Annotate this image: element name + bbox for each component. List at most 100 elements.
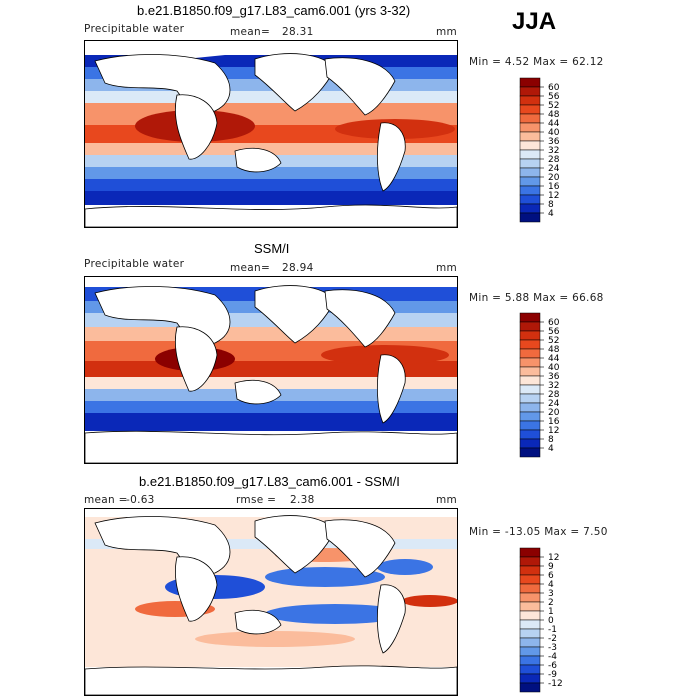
colorbar-box (519, 547, 541, 558)
colorbar-tick-label: 9 (548, 562, 554, 572)
colorbar-box (519, 610, 541, 621)
colorbar-box (519, 583, 541, 594)
colorbar-box (519, 357, 541, 368)
colorbar-tick-label: 20 (548, 173, 560, 183)
colorbar-box (519, 420, 541, 431)
colorbar-box (519, 339, 541, 350)
colorbar-tick-label: 0 (548, 616, 554, 626)
colorbar-tick-label: 40 (548, 128, 560, 138)
colorbar-box (519, 628, 541, 639)
colorbar-tick-label: 24 (548, 164, 560, 174)
colorbar-tick-label: 28 (548, 390, 560, 400)
colorbar-box (519, 104, 541, 115)
colorbar-tick-label: -6 (548, 661, 557, 671)
panel-2-mean-value: 28.94 (282, 262, 314, 274)
panel-1-mean-value: 28.31 (282, 26, 314, 38)
panel-1-mean-label: mean= (230, 26, 271, 38)
season-label: JJA (512, 8, 557, 35)
colorbar-tick-label: 8 (548, 200, 554, 210)
panel-3-rmse-label: rmse = (236, 494, 277, 506)
panel-2-minmax: Min = 5.88 Max = 66.68 (469, 292, 604, 304)
colorbar-box (519, 574, 541, 585)
panel-3-title: b.e21.B1850.f09_g17.L83_cam6.001 - SSM/I (139, 474, 400, 489)
colorbar-box (519, 176, 541, 187)
colorbar-box (519, 664, 541, 675)
colorbar-tick-label: 2 (548, 598, 554, 608)
colorbar-box (519, 122, 541, 133)
panel-2-variable-label: Precipitable water (84, 258, 185, 270)
colorbar-tick-label: 24 (548, 399, 560, 409)
colorbar-tick-label: 4 (548, 580, 554, 590)
colorbar-tick-label: 32 (548, 381, 559, 391)
colorbar-box (519, 95, 541, 106)
panel-3-mean-label: mean = (84, 494, 128, 506)
colorbar-tick-label: 1 (548, 607, 554, 617)
colorbar-tick-label: 32 (548, 146, 559, 156)
colorbar-tick-label: 28 (548, 155, 560, 165)
panel-3-units: mm (436, 494, 458, 506)
panel-2-colorbar: 60 56 52 48 44 40 36 32 28 24 20 16 12 8 4 (519, 312, 580, 463)
colorbar-tick-label: 16 (548, 417, 560, 427)
colorbar-box (519, 393, 541, 404)
colorbar-box (519, 321, 541, 332)
colorbar-box (519, 194, 541, 205)
colorbar-box (519, 429, 541, 440)
panel-2-units: mm (436, 262, 458, 274)
colorbar-box (519, 212, 541, 223)
panel-3-mean-value: -0.63 (126, 494, 155, 506)
panel-2-mean-label: mean= (230, 262, 271, 274)
colorbar-box (519, 646, 541, 657)
colorbar-tick-label: 40 (548, 363, 560, 373)
panel-3-minmax: Min = -13.05 Max = 7.50 (469, 526, 608, 538)
colorbar-tick-label: -3 (548, 643, 557, 653)
colorbar-tick-label: 48 (548, 110, 560, 120)
panel-2-field (85, 277, 457, 463)
panel-1-map (84, 40, 458, 228)
colorbar-tick-label: 36 (548, 372, 560, 382)
panel-1-field (85, 41, 457, 227)
colorbar-tick-label: -12 (548, 679, 563, 689)
colorbar-box (519, 203, 541, 214)
panel-3-field (85, 509, 457, 695)
colorbar-tick-label: -1 (548, 625, 557, 635)
colorbar-tick-label: 44 (548, 354, 560, 364)
colorbar-box (519, 86, 541, 97)
panel-3-rmse-value: 2.38 (290, 494, 315, 506)
colorbar-box (519, 637, 541, 648)
colorbar-box (519, 140, 541, 151)
colorbar-tick-label: 60 (548, 83, 560, 93)
colorbar-box (519, 682, 541, 693)
panel-1-minmax: Min = 4.52 Max = 62.12 (469, 56, 604, 68)
panel-3-colorbar: 12 9 6 4 3 2 1 0 -1 -2 -3 -4 -6 -9 -12 (519, 547, 580, 698)
colorbar-tick-label: 4 (548, 209, 554, 219)
colorbar-tick-label: 12 (548, 191, 559, 201)
colorbar-box (519, 655, 541, 666)
colorbar-box (519, 330, 541, 341)
colorbar-box (519, 592, 541, 603)
colorbar-tick-label: 3 (548, 589, 554, 599)
colorbar-tick-label: 6 (548, 571, 554, 581)
colorbar-box (519, 113, 541, 124)
colorbar-box (519, 619, 541, 630)
colorbar-tick-label: 16 (548, 182, 560, 192)
colorbar-tick-label: 44 (548, 119, 560, 129)
colorbar-box (519, 149, 541, 160)
colorbar-tick-label: 56 (548, 92, 560, 102)
colorbar-box (519, 384, 541, 395)
colorbar-box (519, 131, 541, 142)
panel-2-title: SSM/I (254, 241, 290, 256)
colorbar-tick-label: 52 (548, 101, 559, 111)
colorbar-box (519, 348, 541, 359)
colorbar-box (519, 447, 541, 458)
colorbar-tick-label: 56 (548, 327, 560, 337)
panel-2-map (84, 276, 458, 464)
colorbar-tick-label: 52 (548, 336, 559, 346)
colorbar-tick-label: -2 (548, 634, 557, 644)
colorbar-box (519, 601, 541, 612)
colorbar-box (519, 565, 541, 576)
colorbar-box (519, 312, 541, 323)
panel-1-colorbar: 60 56 52 48 44 40 36 32 28 24 20 16 12 8 4 (519, 77, 580, 228)
